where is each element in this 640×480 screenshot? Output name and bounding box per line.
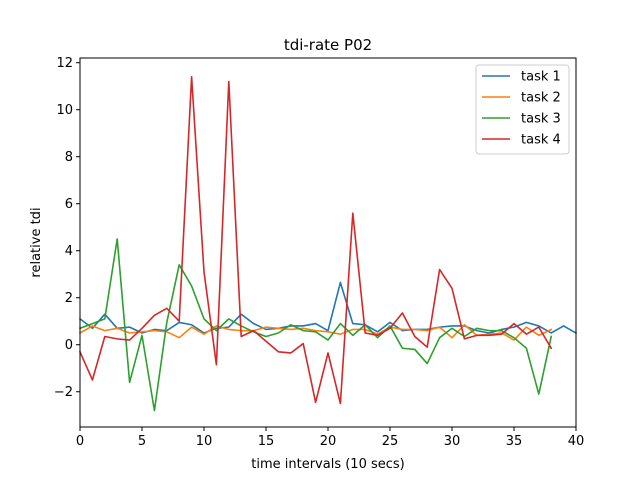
x-tick-label: 5 xyxy=(138,434,146,449)
series-layer xyxy=(78,76,578,412)
legend-label-task-1: task 1 xyxy=(521,70,561,85)
x-tick-label: 20 xyxy=(320,434,337,449)
x-tick-label: 25 xyxy=(382,434,399,449)
y-tick-label: 6 xyxy=(65,197,73,212)
legend: task 1 task 2 task 3 task 4 xyxy=(475,64,570,155)
chart-title: tdi-rate P02 xyxy=(284,36,372,54)
x-tick-label: 15 xyxy=(258,434,275,449)
x-tick-label: 40 xyxy=(568,434,585,449)
legend-box xyxy=(475,64,570,155)
y-tick-label: 12 xyxy=(56,56,73,71)
series-line-task-4 xyxy=(78,76,553,405)
y-tick-label: −2 xyxy=(54,385,73,400)
x-tick-label: 30 xyxy=(444,434,461,449)
x-tick-label: 35 xyxy=(506,434,523,449)
x-tick-label: 10 xyxy=(196,434,213,449)
legend-label-task-4: task 4 xyxy=(521,133,561,148)
y-tick-label: 0 xyxy=(65,338,73,353)
legend-label-task-3: task 3 xyxy=(521,112,561,127)
y-axis: −2 0 2 4 6 8 10 12 xyxy=(54,56,80,400)
y-tick-label: 10 xyxy=(56,103,73,118)
x-tick-label: 0 xyxy=(76,434,84,449)
series-line-task-3 xyxy=(78,238,553,412)
y-tick-label: 8 xyxy=(65,150,73,165)
y-axis-label: relative tdi xyxy=(29,207,44,277)
x-axis-label: time intervals (10 secs) xyxy=(251,457,404,472)
legend-label-task-2: task 2 xyxy=(521,91,561,106)
y-tick-label: 2 xyxy=(65,291,73,306)
x-axis: 0 5 10 15 20 25 30 35 40 xyxy=(76,427,584,449)
series-line-task-1 xyxy=(78,281,578,335)
y-tick-label: 4 xyxy=(65,244,73,259)
